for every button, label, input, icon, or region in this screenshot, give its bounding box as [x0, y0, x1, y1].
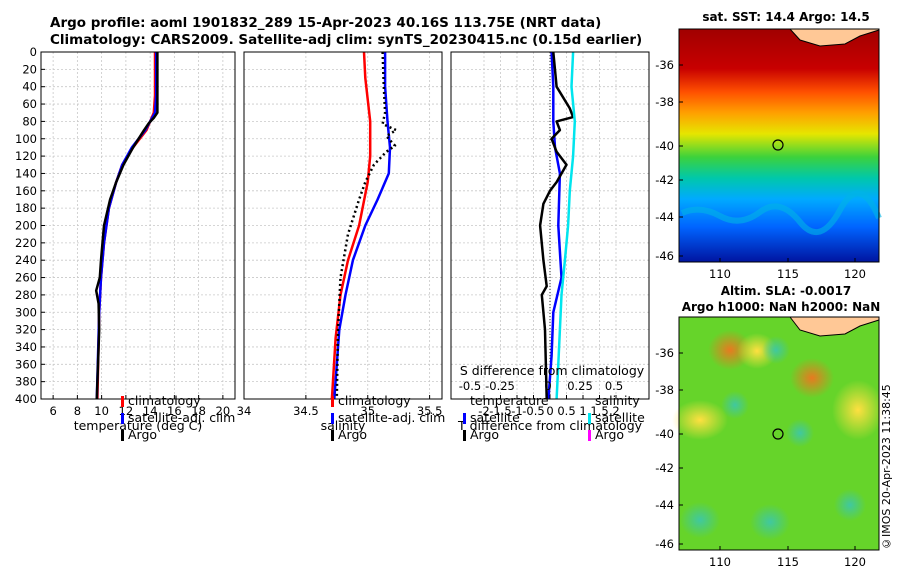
- x-tick-label: 35.5: [417, 404, 443, 418]
- salinity-panel: 34 34.5 35 35.5salinityclimatologysatellite…: [237, 51, 445, 442]
- difference-panel: -2 -1.5 -1 -0.5 0 0.5 1 1.5 2T difference from c…: [450, 51, 650, 442]
- y-tick-label: 360: [15, 357, 37, 371]
- x-tick-label: 35: [360, 404, 375, 418]
- x-tick-label: 1.5: [590, 404, 608, 418]
- y-tick-label: 20: [22, 62, 37, 76]
- x-tick-label: 20: [216, 404, 231, 418]
- series-argo: [94, 52, 159, 399]
- series-group: [538, 52, 577, 399]
- x-tick-label: 2: [612, 404, 619, 418]
- legend-sal-climatology-swatch: [331, 396, 334, 407]
- y-tick-label: 60: [22, 97, 37, 111]
- y-tick-label: 240: [15, 253, 37, 267]
- x-tick-label: 8: [74, 404, 81, 418]
- top-tick-label: 0.5: [605, 379, 623, 393]
- title-line-2: Climatology: CARS2009. Satellite-adj cli…: [50, 32, 643, 48]
- y-tick-label: 160: [15, 184, 37, 198]
- legend-temp-satellite-swatch: [121, 413, 124, 424]
- legend-diff-t-argo-swatch: [463, 430, 466, 441]
- legend-temp-argo-label: Argo: [128, 427, 157, 442]
- x-tick-label: -0.5: [522, 404, 544, 418]
- x-axis-label: temperature (deg C): [74, 418, 203, 433]
- legend-diff-t-satellite-label: satellite: [470, 410, 520, 425]
- legend-temp-climatology-swatch: [121, 396, 124, 407]
- y-tick-label: 260: [15, 271, 37, 285]
- y-tick-label: 280: [15, 288, 37, 302]
- legend-temp-climatology-label: climatology: [128, 393, 201, 408]
- top-tick-label: -0.5: [459, 379, 481, 393]
- legend-sal-argo-label: Argo: [338, 427, 367, 442]
- top-axis-label: S difference from climatology: [460, 363, 645, 378]
- series-satellite-adj-clim: [333, 52, 392, 399]
- x-tick-label: 34: [237, 404, 252, 418]
- x-tick-label: 18: [191, 404, 206, 418]
- y-tick-label: 80: [22, 114, 37, 128]
- legend-salinity-header: salinity: [595, 393, 640, 408]
- x-tick-label: -1.5: [489, 404, 511, 418]
- sla-map-title-2: Argo h1000: NaN h2000: NaN: [681, 300, 881, 314]
- legend-diff-s-satellite-swatch: [588, 413, 591, 424]
- x-tick-label: 34.5: [293, 404, 319, 418]
- series-group: [330, 52, 398, 399]
- x-tick-label: 0.5: [557, 404, 575, 418]
- x-tick-label: 16: [167, 404, 182, 418]
- legend-temperature-header: temperature: [470, 393, 549, 408]
- y-tick-label: 40: [22, 80, 37, 94]
- sst-map-title: sat. SST: 14.4 Argo: 14.5: [702, 10, 870, 24]
- y-tick-label: 380: [15, 375, 37, 389]
- x-tick-label: 0: [546, 404, 553, 418]
- sla-map-title-1: Altim. SLA: -0.0017: [720, 284, 852, 298]
- legend-sal-argo-swatch: [331, 430, 334, 441]
- series-climatology: [330, 52, 372, 399]
- y-tick-label: 340: [15, 340, 37, 354]
- x-tick-label: 6: [49, 404, 56, 418]
- title-line-1: Argo profile: aoml 1901832_289 15-Apr-20…: [50, 15, 602, 31]
- legend-temp-satellite-label: satellite-adj. clim: [128, 410, 235, 425]
- series-salinity-satellite: [555, 52, 577, 399]
- y-tick-label: 100: [15, 132, 37, 146]
- legend-sal-satellite-label: satellite-adj. clim: [338, 410, 445, 425]
- x-tick-label: 10: [94, 404, 109, 418]
- x-tick-label: 1: [579, 404, 586, 418]
- x-axis-label: T difference from climatology: [457, 418, 643, 433]
- legend-diff-s-satellite-label: satellite: [595, 410, 645, 425]
- plot-frame: [243, 51, 443, 400]
- top-tick-label: -0.25: [485, 379, 515, 393]
- y-tick-label: 200: [15, 219, 37, 233]
- legend-diff-t-argo-label: Argo: [470, 427, 499, 442]
- x-tick-label: 14: [143, 404, 158, 418]
- legend-diff-s-argo-label: Argo: [595, 427, 624, 442]
- series-temperature-satellite: [547, 52, 563, 399]
- y-tick-label: 220: [15, 236, 37, 250]
- legend-sal-satellite-swatch: [331, 413, 334, 424]
- x-tick-label: -1: [511, 404, 522, 418]
- y-tick-label: 400: [15, 392, 37, 406]
- y-tick-label: 0: [30, 45, 37, 59]
- legend-diff-t-satellite-swatch: [463, 413, 466, 424]
- series-group: [94, 52, 159, 399]
- top-tick-label: 0: [544, 379, 551, 393]
- x-tick-label: -2: [478, 404, 489, 418]
- y-tick-label: 140: [15, 166, 37, 180]
- legend-temp-argo-swatch: [121, 430, 124, 441]
- legend-diff-s-argo-swatch: [588, 430, 591, 441]
- top-tick-label: 0.25: [567, 379, 593, 393]
- y-tick-label: 300: [15, 305, 37, 319]
- y-tick-label: 120: [15, 149, 37, 163]
- y-tick-label: 320: [15, 323, 37, 337]
- series-temperature-argo: [538, 52, 575, 399]
- legend-sal-climatology-label: climatology: [338, 393, 411, 408]
- copyright-timestamp: ©IMOS 20-Apr-2023 11:38:45: [880, 384, 893, 550]
- y-tick-label: 180: [15, 201, 37, 215]
